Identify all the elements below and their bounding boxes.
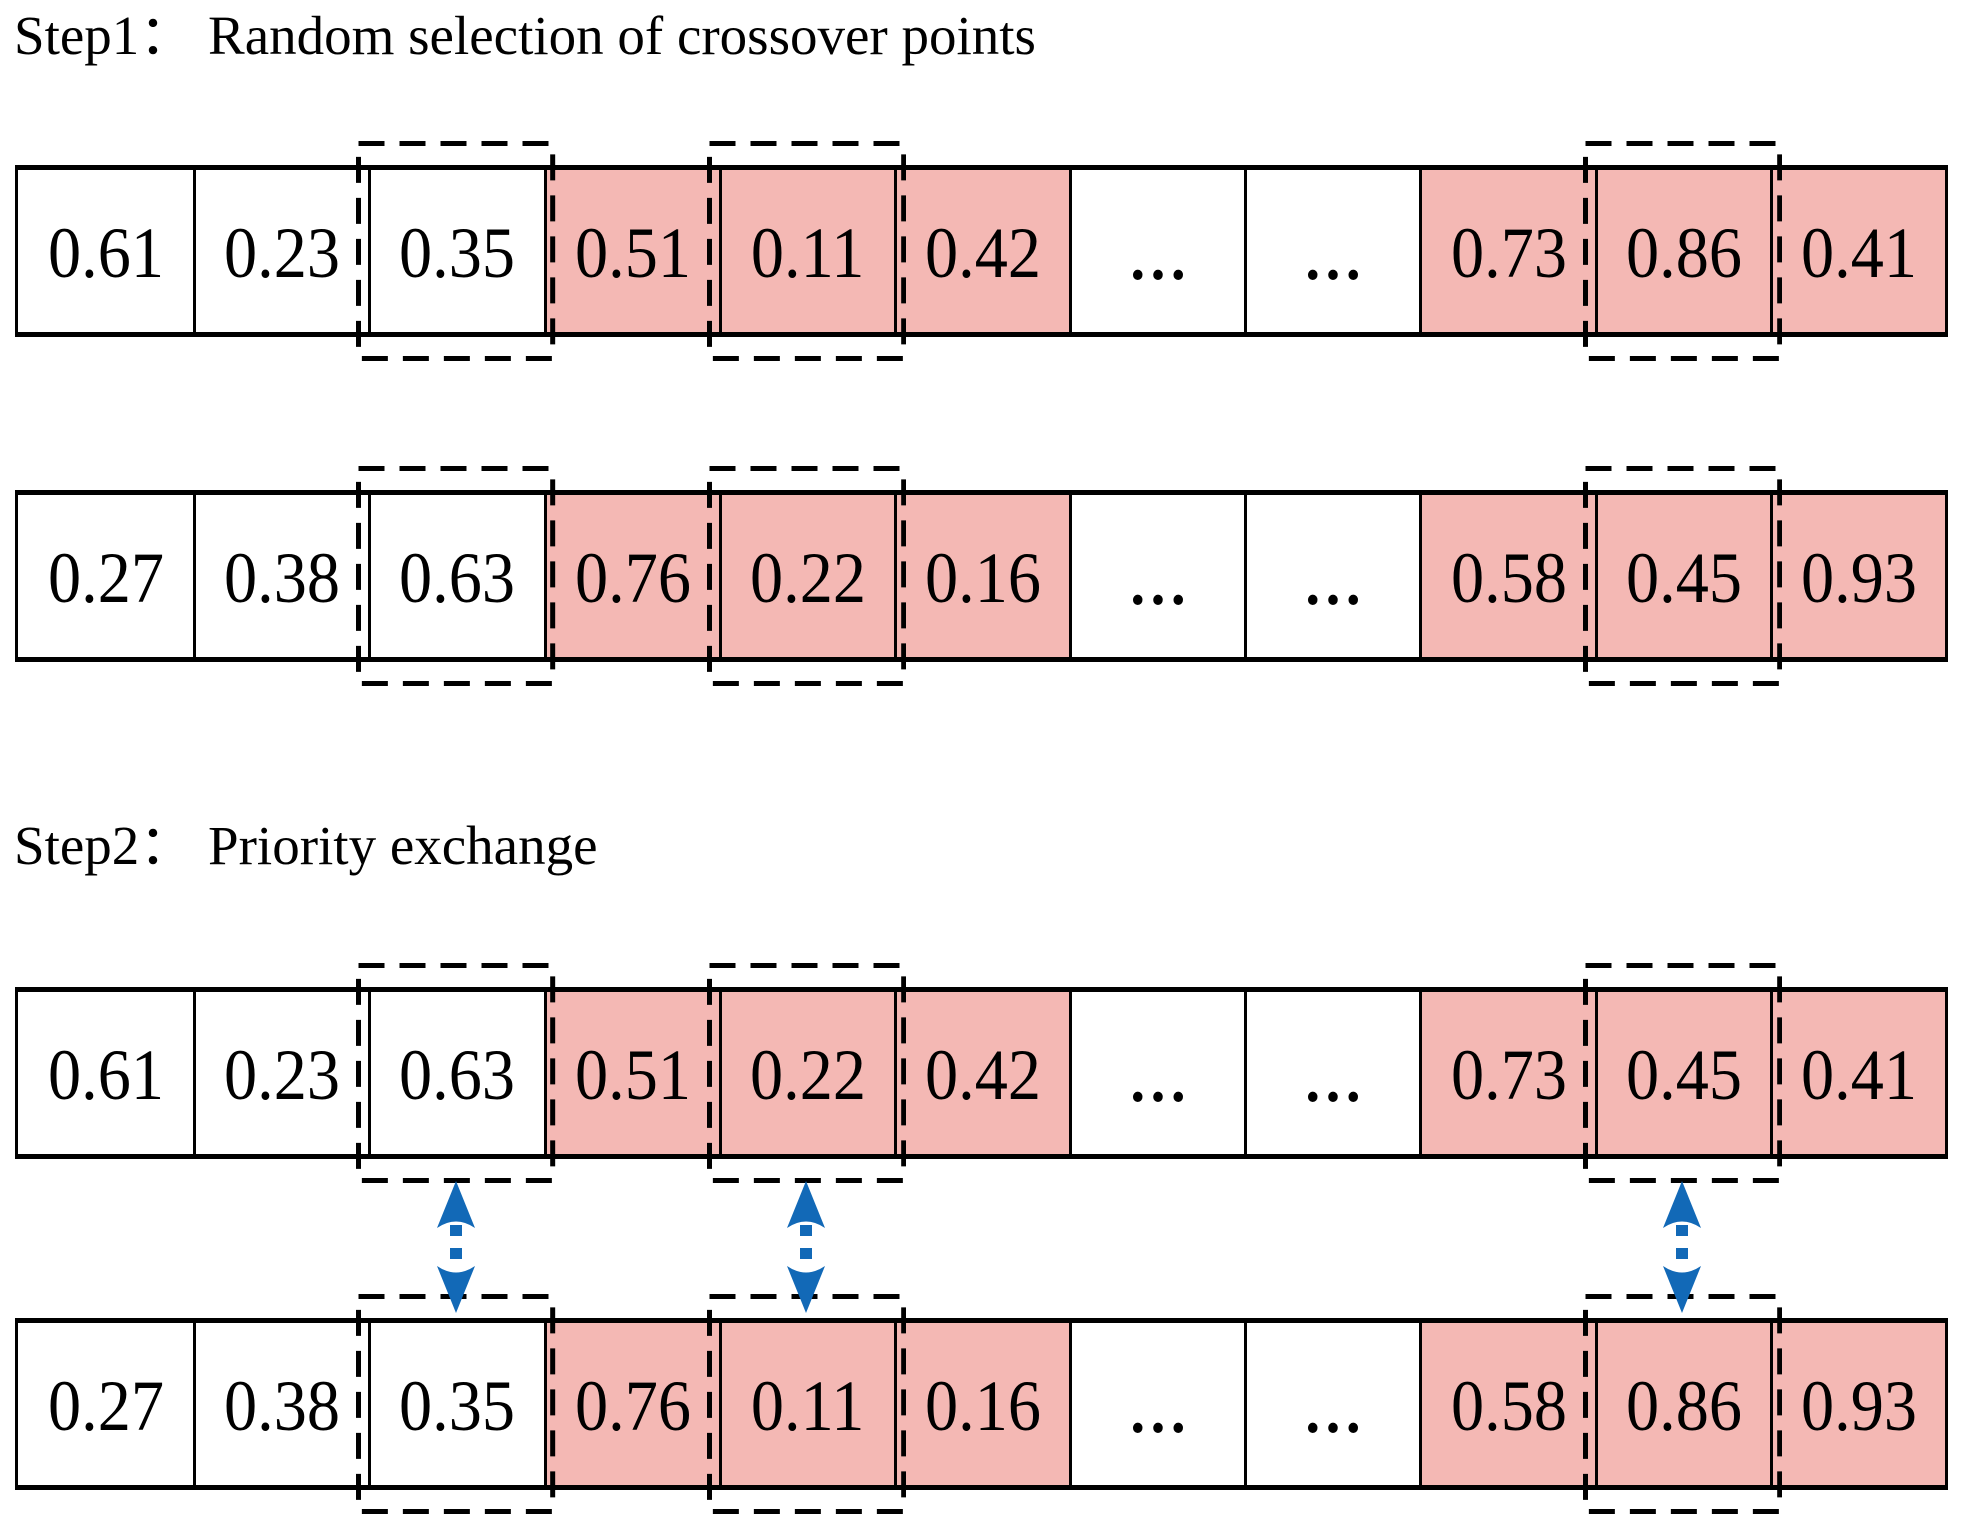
gene-value: 0.23 — [224, 1034, 341, 1115]
gene-value: 0.16 — [925, 1365, 1041, 1446]
gene-cell-step1-parent-2-col1: 0.38 — [193, 495, 369, 657]
gene-value: 0.35 — [399, 212, 516, 293]
gene-cell-step2-offspring-1-col6: ... — [1069, 992, 1245, 1154]
gene-value: ... — [1305, 1375, 1367, 1446]
gene-value: 0.38 — [224, 537, 341, 618]
chromosome-row-step2-offspring-1: 0.61 0.23 0.63 0.51 0.22 0.42...... 0.73 0.45 0.… — [15, 987, 1948, 1159]
gene-value: 0.45 — [1625, 1034, 1742, 1115]
gene-cell-step2-offspring-2-col6: ... — [1069, 1323, 1245, 1485]
gene-value: 0.38 — [224, 1365, 341, 1446]
gene-cell-step1-parent-2-col10: 0.93 — [1769, 495, 1945, 657]
gene-value: ... — [1130, 1044, 1192, 1115]
gene-value: 0.93 — [1800, 537, 1917, 618]
gene-value: 0.76 — [574, 1365, 691, 1446]
gene-cell-step2-offspring-2-col8: 0.58 — [1419, 1323, 1595, 1485]
gene-cell-step1-parent-2-col3: 0.76 — [543, 495, 719, 657]
step2-title: Step2： Priority exchange — [14, 815, 598, 876]
gene-value: 0.22 — [749, 537, 866, 618]
gene-cell-step2-offspring-1-col4: 0.22 — [718, 992, 894, 1154]
gene-value: 0.35 — [399, 1365, 516, 1446]
gene-cell-step1-parent-2-col2: 0.63 — [368, 495, 544, 657]
gene-value: ... — [1305, 1044, 1367, 1115]
gene-value: 0.27 — [47, 537, 164, 618]
gene-cell-step1-parent-1-col3: 0.51 — [543, 170, 719, 332]
gene-cell-step1-parent-2-col4: 0.22 — [718, 495, 894, 657]
gene-cell-step1-parent-1-col7: ... — [1244, 170, 1420, 332]
gene-value: ... — [1305, 547, 1367, 618]
gene-cell-step1-parent-1-col5: 0.42 — [893, 170, 1070, 332]
gene-value: 0.41 — [1800, 212, 1917, 293]
gene-cell-step2-offspring-1-col2: 0.63 — [368, 992, 544, 1154]
gene-value: 0.16 — [925, 537, 1041, 618]
gene-cell-step2-offspring-2-col10: 0.93 — [1769, 1323, 1945, 1485]
gene-value: ... — [1305, 222, 1367, 293]
gene-cell-step1-parent-1-col10: 0.41 — [1769, 170, 1945, 332]
exchange-arrow-icon-col4 — [787, 1181, 826, 1313]
chromosome-row-step1-parent-2: 0.27 0.38 0.63 0.76 0.22 0.16...... 0.58 0.45 0.… — [15, 490, 1948, 662]
gene-cell-step1-parent-1-col8: 0.73 — [1419, 170, 1595, 332]
gene-cell-step2-offspring-2-col3: 0.76 — [543, 1323, 719, 1485]
gene-cell-step1-parent-1-col2: 0.35 — [368, 170, 544, 332]
gene-value: ... — [1130, 222, 1192, 293]
gene-cell-step2-offspring-1-col5: 0.42 — [893, 992, 1070, 1154]
step1-title: Step1： Random selection of crossover poi… — [14, 5, 1036, 66]
gene-value: 0.23 — [224, 212, 341, 293]
gene-cell-step1-parent-1-col4: 0.11 — [718, 170, 894, 332]
gene-cell-step1-parent-2-col0: 0.27 — [18, 495, 194, 657]
gene-value: 0.27 — [47, 1365, 164, 1446]
chromosome-row-step2-offspring-2: 0.27 0.38 0.35 0.76 0.11 0.16...... 0.58 0.86 0.… — [15, 1318, 1948, 1490]
gene-value: 0.45 — [1625, 537, 1742, 618]
gene-cell-step1-parent-1-col9: 0.86 — [1594, 170, 1770, 332]
gene-cell-step1-parent-2-col8: 0.58 — [1419, 495, 1595, 657]
gene-cell-step2-offspring-1-col1: 0.23 — [193, 992, 369, 1154]
gene-value: 0.73 — [1450, 1034, 1567, 1115]
gene-cell-step2-offspring-1-col9: 0.45 — [1594, 992, 1770, 1154]
gene-cell-step1-parent-2-col9: 0.45 — [1594, 495, 1770, 657]
gene-value: ... — [1130, 547, 1192, 618]
gene-cell-step1-parent-2-col7: ... — [1244, 495, 1420, 657]
gene-cell-step2-offspring-1-col3: 0.51 — [543, 992, 719, 1154]
gene-value: 0.63 — [399, 1034, 516, 1115]
gene-value: 0.61 — [47, 212, 164, 293]
gene-value: 0.58 — [1450, 1365, 1567, 1446]
gene-cell-step2-offspring-1-col0: 0.61 — [18, 992, 194, 1154]
gene-cell-step2-offspring-1-col10: 0.41 — [1769, 992, 1945, 1154]
gene-value: 0.42 — [925, 212, 1041, 293]
gene-value: 0.41 — [1800, 1034, 1917, 1115]
gene-value: 0.86 — [1625, 1365, 1742, 1446]
gene-value: 0.93 — [1800, 1365, 1917, 1446]
gene-cell-step2-offspring-1-col7: ... — [1244, 992, 1420, 1154]
exchange-arrow-icon-col9 — [1663, 1181, 1702, 1313]
gene-value: 0.61 — [47, 1034, 164, 1115]
gene-value: 0.58 — [1450, 537, 1567, 618]
gene-cell-step2-offspring-2-col7: ... — [1244, 1323, 1420, 1485]
gene-cell-step2-offspring-2-col2: 0.35 — [368, 1323, 544, 1485]
gene-cell-step2-offspring-1-col8: 0.73 — [1419, 992, 1595, 1154]
gene-cell-step2-offspring-2-col0: 0.27 — [18, 1323, 194, 1485]
gene-cell-step2-offspring-2-col5: 0.16 — [893, 1323, 1070, 1485]
gene-value: 0.86 — [1625, 212, 1742, 293]
gene-value: 0.76 — [574, 537, 691, 618]
chromosome-row-step1-parent-1: 0.61 0.23 0.35 0.51 0.11 0.42...... 0.73 0.86 0.… — [15, 165, 1948, 337]
gene-cell-step2-offspring-2-col4: 0.11 — [718, 1323, 894, 1485]
gene-value: 0.63 — [399, 537, 516, 618]
gene-value: ... — [1130, 1375, 1192, 1446]
gene-cell-step2-offspring-2-col1: 0.38 — [193, 1323, 369, 1485]
gene-cell-step1-parent-1-col1: 0.23 — [193, 170, 369, 332]
gene-value: 0.51 — [574, 212, 691, 293]
gene-value: 0.73 — [1450, 212, 1567, 293]
gene-value: 0.51 — [574, 1034, 691, 1115]
exchange-arrow-icon-col2 — [436, 1181, 475, 1313]
gene-cell-step1-parent-1-col6: ... — [1069, 170, 1245, 332]
gene-value: 0.11 — [751, 212, 865, 293]
gene-cell-step2-offspring-2-col9: 0.86 — [1594, 1323, 1770, 1485]
gene-cell-step1-parent-1-col0: 0.61 — [18, 170, 194, 332]
gene-cell-step1-parent-2-col6: ... — [1069, 495, 1245, 657]
gene-cell-step1-parent-2-col5: 0.16 — [893, 495, 1070, 657]
gene-value: 0.11 — [751, 1365, 865, 1446]
gene-value: 0.22 — [749, 1034, 866, 1115]
gene-value: 0.42 — [925, 1034, 1041, 1115]
